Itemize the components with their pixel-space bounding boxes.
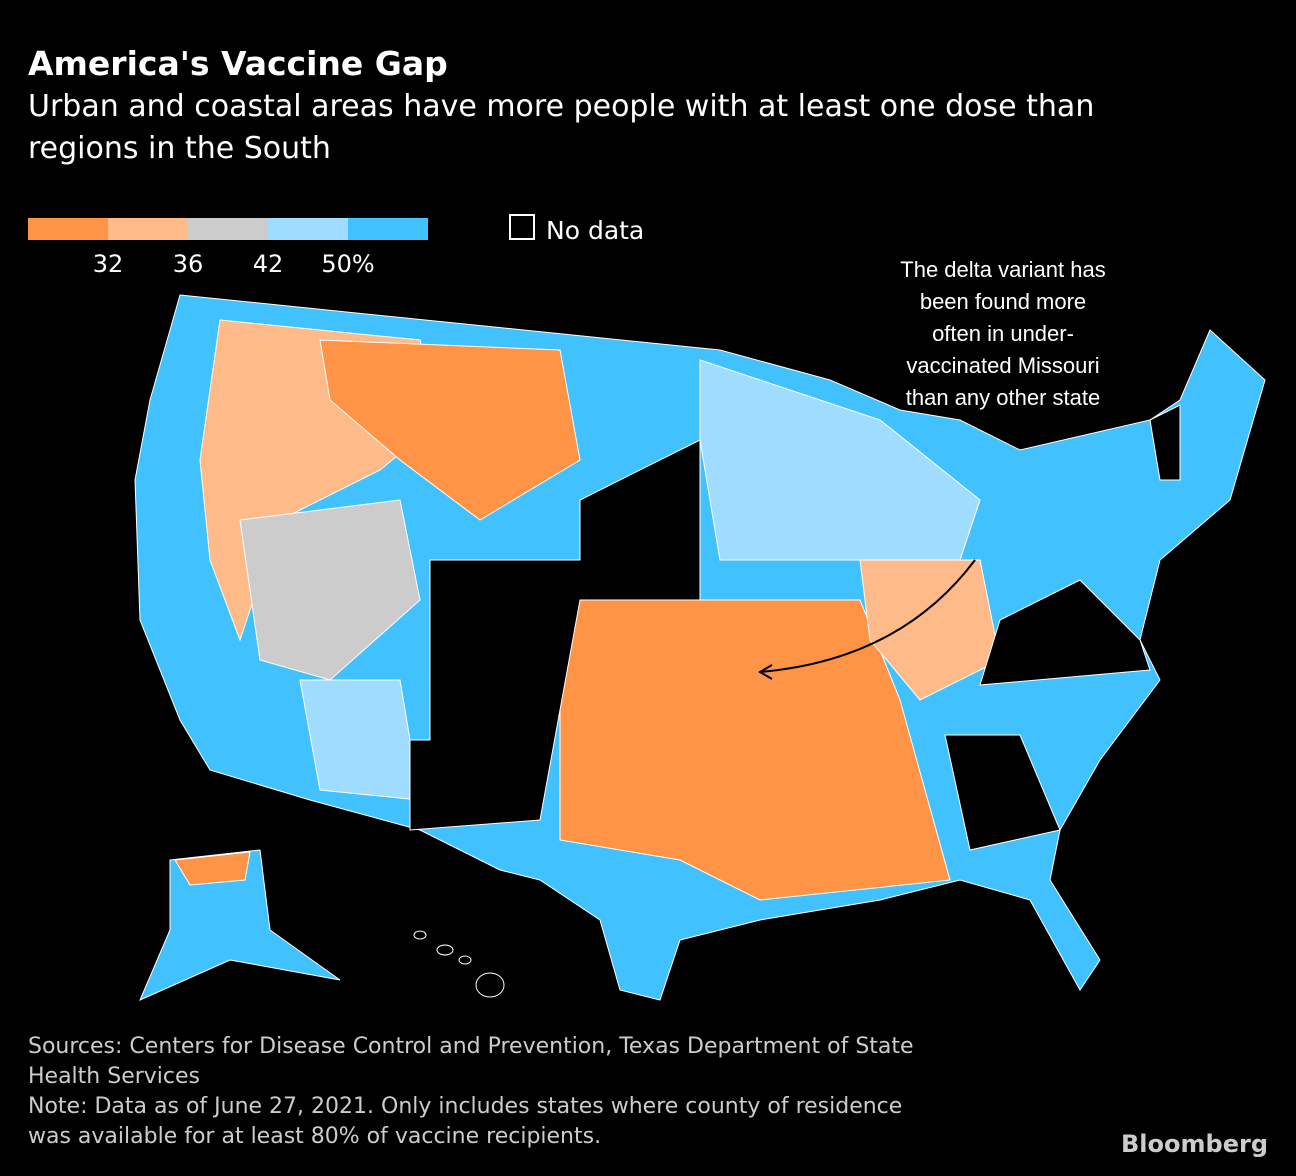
no-data-region [409,439,701,831]
annotation-text: vaccinated Missouri [906,353,1099,378]
annotation-text: been found more [920,289,1086,314]
hawaii [436,944,454,956]
annotation-text: The delta variant has [900,257,1105,282]
no-data-label: No data [546,216,644,245]
legend-tick-label: 36 [173,250,204,278]
sources: Health Services [28,1064,200,1089]
note: was available for at least 80% of vaccin… [28,1124,601,1149]
annotation: The delta variant has been found more ofte… [899,256,1107,412]
annotation-text: often in under- [932,321,1074,346]
no-data-region [1149,404,1181,481]
no-data-region [979,579,1151,686]
legend-tick-label: 32 [93,250,124,278]
arrow-head [758,664,773,680]
legend: No data 32 36 42 50% [28,214,644,278]
legend-tick-label: 50% [321,250,374,278]
title: America's Vaccine Gap [28,44,448,83]
legend-swatch [108,218,188,240]
legend-swatch [268,218,348,240]
hawaii [458,955,472,965]
map [134,294,1266,1001]
no-data-region [944,734,1061,851]
no-data-swatch [509,214,535,240]
region [239,499,421,681]
legend-swatch [28,218,108,240]
region [319,339,581,521]
annotation-text: than any other state [906,385,1100,410]
legend-swatch [188,218,268,240]
hawaii [475,972,505,998]
legend-tick-label: 42 [253,250,284,278]
hawaii [413,930,427,940]
subtitle: regions in the South [28,131,331,166]
legend-swatch [348,218,428,240]
brand: Bloomberg [1121,1130,1268,1158]
region [174,851,251,886]
sources: Sources: Centers for Disease Control and… [28,1034,914,1059]
subtitle: Urban and coastal areas have more people… [28,89,1094,124]
alaska [139,849,341,1001]
region [559,599,951,901]
note: Note: Data as of June 27, 2021. Only inc… [28,1094,902,1119]
annotation-arrow [759,559,976,673]
